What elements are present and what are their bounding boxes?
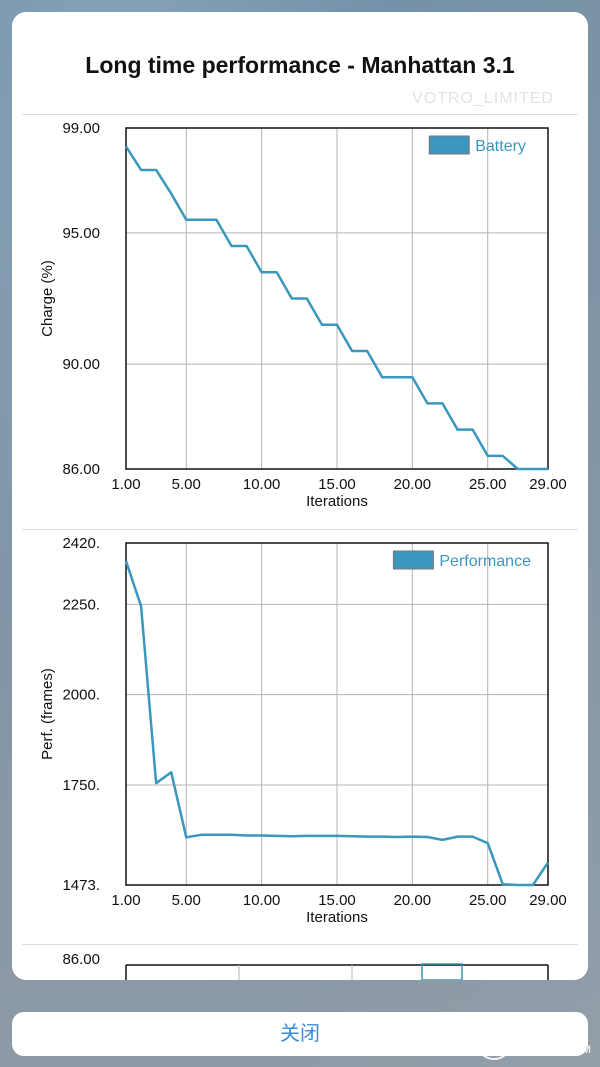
performance-dialog: Long time performance - Manhattan 3.1 VO… [12,12,588,980]
y-tick-label: 86.00 [62,461,100,478]
y-tick-label: 2000. [62,687,100,704]
y-axis-label: Charge (%) [39,260,56,337]
x-tick-label: 15.00 [318,476,356,493]
x-tick-label: 25.00 [469,476,507,493]
x-tick-label: 29.00 [529,892,567,909]
x-tick-label: 15.00 [318,892,356,909]
legend-swatch [428,135,470,155]
x-tick-label: 5.00 [172,476,201,493]
x-tick-label: 1.00 [111,892,140,909]
legend-label: Performance [439,553,531,570]
x-axis-label: Iterations [306,493,368,510]
y-tick-label: 99.00 [62,120,100,137]
x-tick-label: 1.00 [111,476,140,493]
y-tick-label: 2250. [62,596,100,613]
separator [22,529,578,530]
separator [22,114,578,115]
x-tick-label: 20.00 [394,476,432,493]
legend-label: Battery [475,138,526,155]
y-tick-label: 1473. [62,877,100,894]
legend-swatch [421,963,463,980]
y-tick-label: 2420. [62,535,100,552]
dialog-title: Long time performance - Manhattan 3.1 [85,52,515,78]
site-watermark: 值 什么值得买 SMZDM.COM [476,1022,592,1062]
x-tick-label: 29.00 [529,476,567,493]
x-tick-label: 10.00 [243,892,281,909]
watermark-logo: 值 [476,1024,512,1060]
legend-swatch [392,550,434,570]
x-axis-label: Iterations [306,909,368,926]
x-tick-label: 10.00 [243,476,281,493]
plot-frame [125,542,549,886]
performance-chart: 1.00 5.00 10.00 15.00 20.00 25.00 29.00 2420. 22… [39,535,567,926]
faded-background-text: VOTRO_LIMITED [412,90,554,107]
y-tick-label: 90.00 [62,356,100,373]
y-axis-label: Perf. (frames) [39,668,56,760]
y-tick-label: 1750. [62,777,100,794]
watermark-domain: SMZDM.COM [514,1044,593,1056]
y-tick-label: 95.00 [62,225,100,242]
charts-canvas: 1.00 5.00 10.00 15.00 20.00 25.00 29.00 99.00 95… [39,120,567,980]
plot-frame [125,127,549,470]
x-tick-label: 20.00 [394,892,432,909]
y-tick-label: 86.00 [62,951,100,968]
separator [22,944,578,945]
battery-chart: 1.00 5.00 10.00 15.00 20.00 25.00 29.00 99.00 95… [39,120,567,510]
x-tick-label: 5.00 [172,892,201,909]
watermark-title: 什么值得买 [514,1026,584,1042]
third-chart-partial: 86.00 [62,951,549,980]
x-tick-label: 25.00 [469,892,507,909]
